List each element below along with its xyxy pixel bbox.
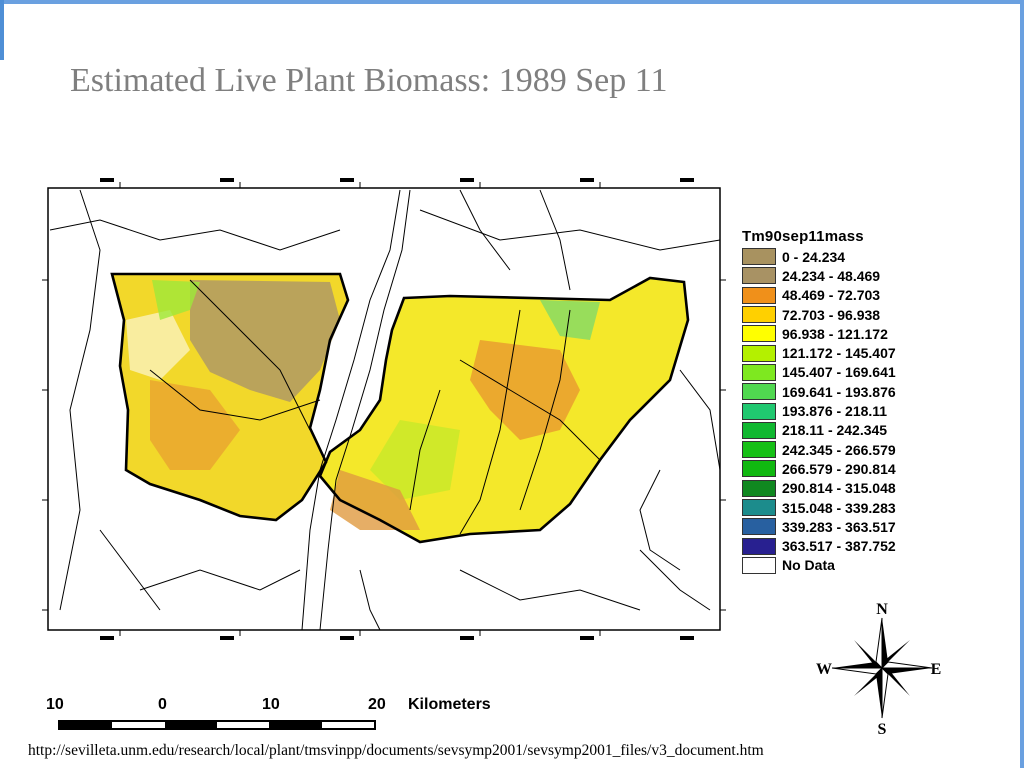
legend-item: 242.345 - 266.579: [742, 440, 942, 459]
map-legend: Tm90sep11mass 0 - 24.234 24.234 - 48.469 4…: [742, 228, 942, 575]
legend-item: 290.814 - 315.048: [742, 479, 942, 498]
legend-swatch: [742, 383, 776, 401]
slide-title: Estimated Live Plant Biomass: 1989 Sep 1…: [70, 62, 668, 99]
scale-segment: [112, 722, 165, 728]
legend-label: 72.703 - 96.938: [782, 306, 881, 323]
slide-top-border: [0, 0, 1024, 4]
scale-label-0: 0: [158, 696, 167, 713]
compass-south: S: [878, 721, 887, 738]
slide-left-accent: [0, 0, 4, 60]
legend-label: 290.814 - 315.048: [782, 480, 896, 497]
legend-label: 121.172 - 145.407: [782, 345, 896, 362]
legend-item: 0 - 24.234: [742, 247, 942, 266]
legend-swatch: [742, 267, 776, 285]
legend-swatch: [742, 441, 776, 459]
scale-unit-label: Kilometers: [408, 696, 491, 713]
legend-swatch: [742, 499, 776, 516]
west-low-biomass-patch: [190, 280, 340, 402]
map-svg: [42, 178, 726, 640]
legend-item: 169.641 - 193.876: [742, 382, 942, 401]
legend-swatch: [742, 306, 776, 324]
legend-label: 363.517 - 387.752: [782, 538, 896, 555]
legend-label: 169.641 - 193.876: [782, 383, 896, 400]
frame-ticks: [42, 182, 726, 636]
scale-bar: 10 0 10 20 Kilometers: [46, 696, 526, 740]
compass-west: W: [816, 661, 832, 678]
legend-swatch: [742, 537, 776, 555]
legend-item: 339.283 - 363.517: [742, 517, 942, 536]
legend-item: 121.172 - 145.407: [742, 343, 942, 362]
legend-label: No Data: [782, 557, 835, 574]
legend-label: 266.579 - 290.814: [782, 460, 896, 477]
compass-north: N: [876, 601, 888, 618]
legend-swatch: [742, 479, 776, 497]
legend-item: 315.048 - 339.283: [742, 498, 942, 517]
legend-swatch: [742, 421, 776, 439]
legend-label: 96.938 - 121.172: [782, 325, 888, 342]
legend-label: 0 - 24.234: [782, 248, 846, 265]
scale-track: [58, 720, 376, 730]
legend-item: 363.517 - 387.752: [742, 536, 942, 555]
scale-segment: [269, 722, 322, 728]
compass-east: E: [931, 661, 942, 678]
compass-icon: N S E W: [816, 601, 942, 738]
legend-item: 193.876 - 218.11: [742, 401, 942, 420]
legend-label: 242.345 - 266.579: [782, 441, 896, 458]
legend-swatch: [742, 518, 776, 536]
legend-item: 72.703 - 96.938: [742, 305, 942, 324]
scale-label-10-left: 10: [46, 696, 64, 713]
legend-swatch: [742, 402, 776, 420]
west-boundary: [110, 272, 350, 522]
legend-swatch: [742, 325, 776, 343]
legend-swatch: [742, 248, 776, 266]
east-bright-green-patch: [540, 300, 600, 340]
source-url: http://sevilleta.unm.edu/research/local/…: [28, 742, 764, 759]
legend-label: 339.283 - 363.517: [782, 518, 896, 535]
legend-label: 48.469 - 72.703: [782, 287, 881, 304]
legend-item: No Data: [742, 556, 942, 575]
scale-label-10-right: 10: [262, 696, 280, 713]
legend-label: 193.876 - 218.11: [782, 403, 888, 420]
legend-label: 24.234 - 48.469: [782, 267, 881, 284]
east-green-patch: [370, 420, 460, 500]
south-mid-biomass-patch: [330, 470, 420, 530]
east-boundary: [318, 276, 690, 544]
legend-label: 145.407 - 169.641: [782, 364, 896, 381]
legend-item: 145.407 - 169.641: [742, 363, 942, 382]
legend-swatch: [742, 460, 776, 478]
legend-item: 96.938 - 121.172: [742, 324, 942, 343]
legend-item: 48.469 - 72.703: [742, 286, 942, 305]
legend-label: 218.11 - 242.345: [782, 422, 888, 439]
legend-title: Tm90sep11mass: [742, 228, 864, 245]
road-network: [49, 189, 721, 631]
legend-swatch: [742, 286, 776, 304]
legend-label: 315.048 - 339.283: [782, 499, 896, 516]
biomass-map: [40, 170, 730, 650]
compass-rose: N S E W: [812, 598, 952, 738]
scale-segment: [164, 722, 217, 728]
scale-segment: [60, 722, 113, 728]
west-mid-biomass-patch: [150, 380, 240, 470]
legend-item: 24.234 - 48.469: [742, 266, 942, 285]
scale-label-20: 20: [368, 696, 386, 713]
legend-swatch: [742, 344, 776, 362]
legend-swatch: [742, 363, 776, 381]
west-green-patch: [152, 280, 200, 320]
legend-item: 266.579 - 290.814: [742, 459, 942, 478]
legend-rows: 0 - 24.234 24.234 - 48.469 48.469 - 72.703…: [742, 247, 942, 575]
west-nodata-patch: [126, 310, 190, 380]
slide-right-border: [1020, 0, 1024, 768]
legend-swatch: [742, 556, 776, 574]
scale-segment: [321, 722, 374, 728]
legend-item: 218.11 - 242.345: [742, 421, 942, 440]
coordinate-labels: [100, 178, 694, 640]
scale-segment: [216, 722, 270, 728]
